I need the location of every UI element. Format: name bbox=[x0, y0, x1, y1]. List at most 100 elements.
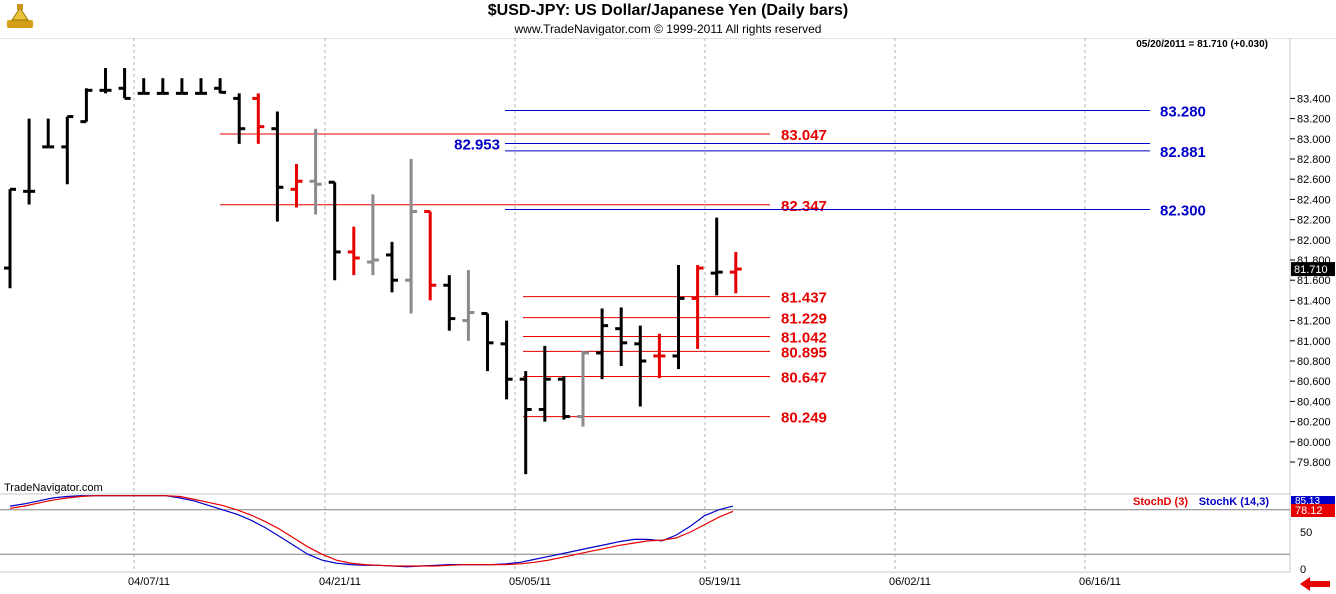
ohlc-bar bbox=[405, 159, 418, 314]
bars-clip-group bbox=[4, 68, 742, 475]
stoch-d-value: 78.12 bbox=[1295, 505, 1323, 517]
date-tick-label: 05/19/11 bbox=[699, 576, 741, 588]
legend-stoch-k: StochK (14,3) bbox=[1199, 496, 1270, 508]
date-tick-label: 04/07/11 bbox=[128, 576, 170, 588]
price-tick-label: 81.200 bbox=[1297, 316, 1331, 328]
ohlc-bar bbox=[137, 78, 150, 95]
chart-header: $USD-JPY: US Dollar/Japanese Yen (Daily … bbox=[0, 0, 1336, 38]
legend-stoch-d: StochD (3) bbox=[1133, 496, 1188, 508]
price-tick-label: 80.600 bbox=[1297, 376, 1331, 388]
price-tick-label: 80.800 bbox=[1297, 356, 1331, 368]
level-label: 80.895 bbox=[781, 344, 827, 361]
red-left-arrow-icon[interactable] bbox=[1298, 576, 1332, 592]
stoch-k-value: 85.13 bbox=[1295, 496, 1320, 507]
price-tick-label: 83.200 bbox=[1297, 114, 1331, 126]
level-label: 82.347 bbox=[781, 198, 827, 215]
stoch-tick-label: 50 bbox=[1300, 527, 1312, 539]
ohlc-bar bbox=[233, 93, 246, 144]
ohlc-bar bbox=[538, 345, 551, 422]
price-tick-label: 82.400 bbox=[1297, 194, 1331, 206]
ohlc-bar bbox=[481, 312, 494, 372]
stoch-k-tag bbox=[1291, 496, 1335, 505]
ohlc-bar bbox=[80, 88, 93, 124]
price-tick-label: 82.200 bbox=[1297, 215, 1331, 227]
stoch-d-line bbox=[9, 495, 734, 567]
grid: TradeNavigator.com bbox=[0, 37, 1336, 573]
level-label: 80.647 bbox=[781, 369, 827, 386]
level-label: 81.229 bbox=[781, 311, 827, 328]
ohlc-bar bbox=[214, 78, 227, 94]
date-tick-label: 06/02/11 bbox=[889, 576, 931, 588]
ohlc-bar bbox=[710, 217, 723, 296]
last-price-value: 81.710 bbox=[1294, 264, 1328, 276]
ohlc-bar bbox=[557, 376, 570, 420]
price-axis: 83.400 83.200 83.000 82.800 82.600 82.400 82.2… bbox=[1136, 39, 1335, 469]
level-label: 83.047 bbox=[781, 127, 827, 144]
level-label: 83.280 bbox=[1160, 104, 1206, 121]
level-label: 82.300 bbox=[1160, 203, 1206, 220]
watermark-text: TradeNavigator.com bbox=[4, 482, 103, 494]
gold-logo-icon bbox=[7, 4, 33, 28]
ohlc-bar bbox=[443, 275, 456, 331]
ohlc-bar bbox=[156, 78, 169, 95]
level-label: 82.953 bbox=[454, 137, 500, 154]
ohlc-bar bbox=[271, 111, 284, 222]
chart-title: $USD-JPY: US Dollar/Japanese Yen (Daily … bbox=[487, 2, 849, 19]
ohlc-bar bbox=[118, 68, 131, 100]
ohlc-bar bbox=[366, 194, 379, 276]
last-price-info: 05/20/2011 = 81.710 (+0.030) bbox=[1136, 39, 1268, 50]
ohlc-bar bbox=[195, 78, 207, 95]
price-tick-label: 80.200 bbox=[1297, 417, 1331, 429]
price-tick-label: 82.800 bbox=[1297, 154, 1331, 166]
price-tick-label: 80.400 bbox=[1297, 396, 1331, 408]
ohlc-bar bbox=[462, 270, 475, 341]
ohlc-bar bbox=[596, 308, 609, 380]
ohlc-bar bbox=[386, 241, 398, 293]
price-tick-label: 79.800 bbox=[1297, 457, 1331, 469]
last-price-tag bbox=[1291, 262, 1335, 277]
ohlc-bar bbox=[61, 115, 74, 185]
ohlc-bar bbox=[424, 210, 437, 301]
ohlc-bar bbox=[309, 128, 322, 215]
date-tick-label: 04/21/11 bbox=[319, 576, 361, 588]
price-tick-label: 83.000 bbox=[1297, 134, 1331, 146]
ohlc-bar bbox=[634, 325, 647, 407]
price-tick-label: 82.600 bbox=[1297, 174, 1331, 186]
ohlc-bar bbox=[615, 307, 628, 367]
ohlc-bar bbox=[347, 226, 360, 276]
fib-levels: 83.280 83.047 82.953 82.881 82.347 82.300 81.4… bbox=[220, 104, 1206, 427]
date-tick-label: 06/16/11 bbox=[1079, 576, 1121, 588]
ohlc-bar bbox=[672, 265, 685, 370]
copyright-text: www.TradeNavigator.com © 1999-2011 All r… bbox=[514, 22, 822, 36]
ohlc-bar bbox=[42, 118, 55, 149]
date-axis: 04/07/11 04/21/11 05/05/11 05/19/11 06/02/11… bbox=[128, 576, 1121, 588]
price-tick-label: 81.600 bbox=[1297, 275, 1331, 287]
level-label: 81.042 bbox=[781, 330, 827, 347]
price-tick-label: 83.400 bbox=[1297, 93, 1331, 105]
stoch-tick-label: 0 bbox=[1300, 564, 1306, 576]
ohlc-bar bbox=[99, 68, 112, 94]
stoch-d-tag bbox=[1291, 504, 1335, 517]
date-tick-label: 05/05/11 bbox=[509, 576, 551, 588]
price-tick-label: 82.000 bbox=[1297, 235, 1331, 247]
ohlc-bar bbox=[23, 118, 36, 205]
level-label: 82.881 bbox=[1160, 144, 1206, 161]
ohlc-bar bbox=[175, 78, 188, 95]
stoch-k-line bbox=[9, 495, 734, 568]
ohlc-bar bbox=[328, 180, 341, 281]
ohlc-bar bbox=[519, 371, 532, 475]
ohlc-bar bbox=[729, 251, 742, 294]
ohlc-bar bbox=[653, 333, 666, 379]
ohlc-bar bbox=[691, 265, 704, 349]
price-bars bbox=[4, 68, 742, 475]
ohlc-bar bbox=[4, 187, 16, 289]
level-label: 81.437 bbox=[781, 290, 827, 307]
level-label: 80.249 bbox=[781, 410, 827, 427]
price-tick-label: 81.000 bbox=[1297, 336, 1331, 348]
ohlc-bar bbox=[577, 350, 589, 427]
ohlc-bar bbox=[290, 164, 303, 208]
ohlc-bar bbox=[500, 320, 513, 400]
ohlc-bar bbox=[252, 93, 265, 144]
